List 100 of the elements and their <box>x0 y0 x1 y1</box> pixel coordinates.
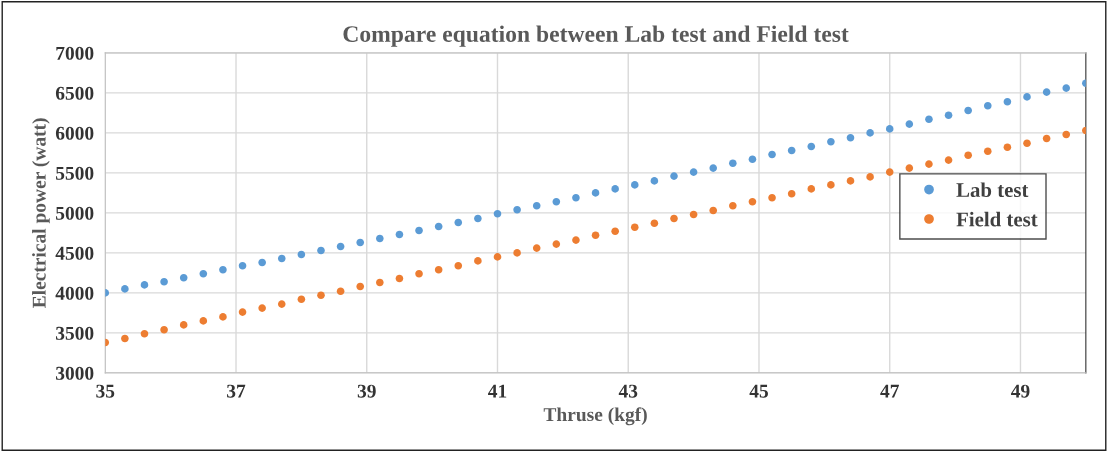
point <box>140 329 149 338</box>
legend-label: Lab test <box>956 182 1029 198</box>
legend-label: Field test <box>956 211 1038 227</box>
point <box>827 137 835 146</box>
point <box>297 250 306 259</box>
point <box>121 285 129 293</box>
point <box>493 253 502 261</box>
y-tick-label: 3000 <box>55 366 94 380</box>
point <box>650 177 659 185</box>
point <box>729 201 737 210</box>
point <box>395 274 404 283</box>
point <box>376 278 384 287</box>
point <box>434 265 443 274</box>
point <box>258 304 266 312</box>
point <box>258 258 266 267</box>
point <box>532 244 541 252</box>
point <box>925 160 933 168</box>
point <box>532 201 541 210</box>
point <box>336 242 345 251</box>
x-tick-label: 45 <box>749 384 768 398</box>
point <box>827 181 835 189</box>
point <box>964 106 972 115</box>
point <box>160 325 168 334</box>
point <box>866 173 874 181</box>
point <box>709 206 718 215</box>
point <box>709 164 718 172</box>
point <box>140 281 149 289</box>
point <box>885 125 894 133</box>
point <box>729 159 737 168</box>
point <box>591 231 600 240</box>
point <box>160 277 168 286</box>
chart-title: Compare equation between Lab test and Field test <box>343 25 849 47</box>
point <box>670 214 678 223</box>
x-tick-label: 49 <box>1011 384 1030 398</box>
y-tick-label: 6000 <box>55 126 94 140</box>
point <box>983 147 992 156</box>
point <box>807 185 816 193</box>
x-tick-label: 47 <box>880 384 899 398</box>
point <box>611 227 619 236</box>
point <box>748 197 757 206</box>
point <box>376 234 384 243</box>
point <box>787 146 796 155</box>
point <box>552 240 561 248</box>
point <box>199 269 208 278</box>
point <box>356 238 365 247</box>
point <box>513 205 521 214</box>
point <box>454 218 463 227</box>
point <box>1003 143 1012 152</box>
point <box>493 209 502 218</box>
point <box>1062 130 1071 139</box>
point <box>591 189 600 197</box>
point <box>846 133 855 142</box>
point <box>905 164 914 172</box>
point <box>944 111 953 120</box>
y-axis-title: Electrical power (watt) <box>32 118 50 308</box>
point <box>944 156 953 164</box>
point <box>121 334 129 343</box>
point <box>866 129 874 137</box>
point <box>885 168 894 176</box>
point <box>807 142 816 151</box>
point <box>768 150 776 159</box>
point <box>905 120 914 128</box>
point <box>630 223 639 232</box>
point <box>572 236 580 244</box>
point <box>630 181 639 189</box>
point <box>689 210 698 219</box>
point <box>964 151 972 160</box>
point <box>748 155 757 164</box>
point <box>1003 97 1012 106</box>
point <box>317 291 325 300</box>
y-tick-label: 6500 <box>55 86 94 100</box>
x-tick-label: 35 <box>96 384 115 398</box>
x-axis-title: Thruse (kgf) <box>543 407 647 426</box>
point <box>238 308 247 316</box>
point <box>474 214 482 223</box>
y-tick-label: 4000 <box>55 286 94 300</box>
point <box>552 197 561 206</box>
point <box>317 246 325 255</box>
point <box>238 261 247 270</box>
point <box>611 185 619 193</box>
point <box>219 265 227 274</box>
y-tick-label: 4500 <box>55 246 94 260</box>
point <box>356 282 365 291</box>
y-tick-label: 3500 <box>55 326 94 340</box>
point <box>1023 93 1031 101</box>
y-tick-label: 7000 <box>56 46 94 60</box>
point <box>846 177 855 185</box>
point <box>650 219 659 228</box>
x-tick-label: 41 <box>488 384 507 398</box>
point <box>297 295 306 304</box>
point <box>179 273 188 282</box>
x-tick-label: 37 <box>227 384 246 398</box>
point <box>1042 88 1051 96</box>
y-tick-label: 5500 <box>56 166 94 180</box>
point <box>179 321 188 329</box>
point <box>925 115 933 124</box>
point <box>670 172 678 180</box>
point <box>787 189 796 198</box>
point <box>336 287 345 296</box>
point <box>415 269 423 278</box>
